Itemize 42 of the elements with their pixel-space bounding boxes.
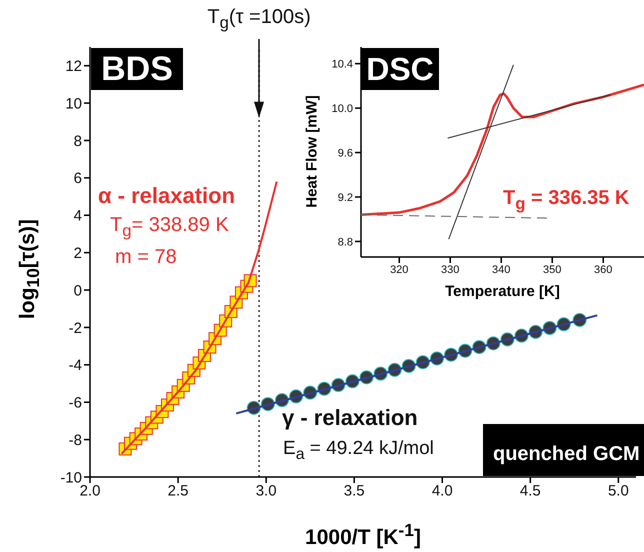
annotation: m = 78 bbox=[115, 246, 177, 269]
x-tick-label: 350 bbox=[543, 264, 562, 276]
x-tick-label: 2.0 bbox=[80, 482, 100, 500]
y-tick-label: -8 bbox=[68, 432, 82, 449]
annotation: T$_{g}$ = 336.35 K bbox=[503, 187, 630, 214]
x-tick-label: 330 bbox=[441, 264, 460, 276]
y-tick-label: 4 bbox=[74, 208, 82, 225]
y-tick-label: 12 bbox=[65, 58, 82, 76]
annotation: BDS bbox=[91, 48, 183, 90]
annotation: DSC bbox=[361, 48, 439, 90]
annotation: quenched GCM bbox=[483, 424, 644, 476]
x-tick-label: 2.5 bbox=[168, 482, 188, 500]
x-tick-label: 360 bbox=[594, 264, 612, 276]
annotation: T$_{g}$= 338.89 K bbox=[110, 214, 229, 241]
y-tick-label: -4 bbox=[68, 357, 82, 374]
x-tick-label: 320 bbox=[390, 264, 408, 276]
y-tick-label: 8.8 bbox=[338, 236, 353, 248]
x-tick-label: 5.0 bbox=[608, 482, 629, 500]
x-axis-title: Temperature [K] bbox=[444, 283, 561, 300]
y-tick-label: 10 bbox=[65, 95, 82, 112]
y-axis-title: Heat Flow [mW] bbox=[304, 94, 320, 210]
x-tick-label: 340 bbox=[492, 264, 510, 276]
x-tick-label: 3.5 bbox=[344, 482, 365, 500]
y-tick-label: 10.4 bbox=[332, 58, 353, 71]
annotation: E$_{a}$ = 49.24 kJ/mol bbox=[283, 438, 434, 464]
y-tick-label: 10.0 bbox=[332, 103, 353, 116]
x-tick-label: 3.0 bbox=[256, 482, 277, 500]
y-tick-label: -10 bbox=[60, 469, 82, 486]
y-tick-label: 6 bbox=[74, 170, 82, 188]
y-tick-label: 2 bbox=[74, 244, 82, 262]
x-axis-title: 1000/T [K$^{-1}$] bbox=[304, 520, 422, 550]
annotation: γ - relaxation bbox=[282, 405, 418, 431]
y-tick-label: 9.6 bbox=[338, 147, 353, 160]
y-tick-label: 0 bbox=[74, 282, 82, 300]
y-tick-label: -2 bbox=[68, 320, 82, 337]
x-tick-label: 4.5 bbox=[520, 482, 541, 500]
y-tick-label: -6 bbox=[68, 394, 82, 412]
annotation: T$_{g}$(τ =100s) bbox=[206, 6, 312, 33]
y-tick-label: 9.2 bbox=[338, 192, 353, 204]
annotation: α - relaxation bbox=[98, 183, 236, 209]
x-tick-label: 4.0 bbox=[432, 482, 453, 500]
y-tick-label: 8 bbox=[74, 132, 82, 150]
